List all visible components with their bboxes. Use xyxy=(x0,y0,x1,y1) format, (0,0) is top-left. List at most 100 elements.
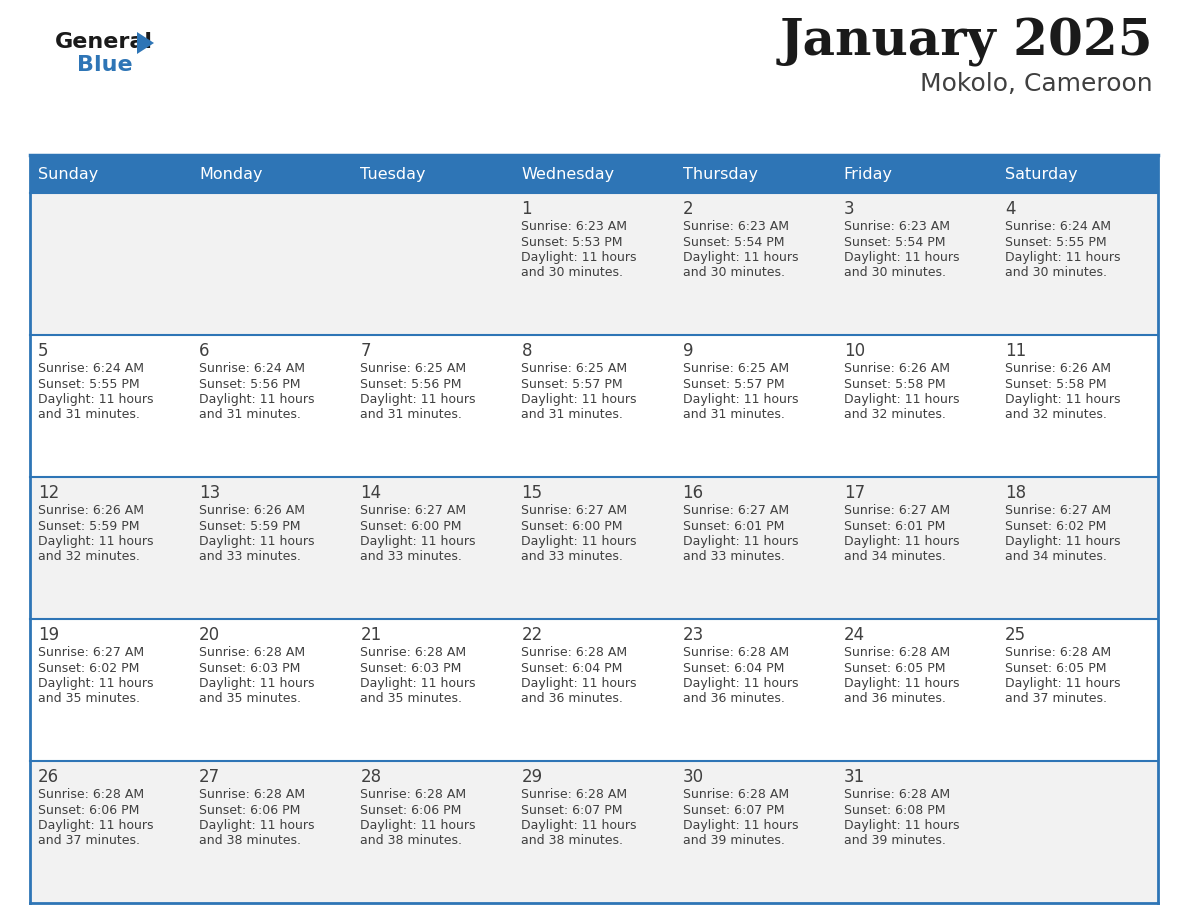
Text: Sunset: 6:01 PM: Sunset: 6:01 PM xyxy=(843,520,946,532)
Text: 11: 11 xyxy=(1005,342,1026,360)
Text: Sunrise: 6:28 AM: Sunrise: 6:28 AM xyxy=(200,788,305,801)
Text: Daylight: 11 hours: Daylight: 11 hours xyxy=(522,535,637,548)
Text: 20: 20 xyxy=(200,626,220,644)
Text: and 30 minutes.: and 30 minutes. xyxy=(522,266,624,279)
Text: Sunset: 5:56 PM: Sunset: 5:56 PM xyxy=(360,377,462,390)
Text: and 31 minutes.: and 31 minutes. xyxy=(200,409,301,421)
Text: Daylight: 11 hours: Daylight: 11 hours xyxy=(522,677,637,690)
Text: Daylight: 11 hours: Daylight: 11 hours xyxy=(683,393,798,406)
Text: and 35 minutes.: and 35 minutes. xyxy=(38,692,140,706)
Bar xyxy=(30,477,1158,619)
Text: Sunset: 5:53 PM: Sunset: 5:53 PM xyxy=(522,236,623,249)
Text: Daylight: 11 hours: Daylight: 11 hours xyxy=(683,819,798,832)
Text: Sunrise: 6:28 AM: Sunrise: 6:28 AM xyxy=(843,788,950,801)
Text: and 33 minutes.: and 33 minutes. xyxy=(200,551,301,564)
Text: Sunset: 6:02 PM: Sunset: 6:02 PM xyxy=(1005,520,1106,532)
Text: Daylight: 11 hours: Daylight: 11 hours xyxy=(38,819,153,832)
Text: Daylight: 11 hours: Daylight: 11 hours xyxy=(843,393,959,406)
Text: 3: 3 xyxy=(843,200,854,218)
Text: Daylight: 11 hours: Daylight: 11 hours xyxy=(38,677,153,690)
Text: Daylight: 11 hours: Daylight: 11 hours xyxy=(522,819,637,832)
Text: Tuesday: Tuesday xyxy=(360,166,425,182)
Text: Sunrise: 6:23 AM: Sunrise: 6:23 AM xyxy=(843,220,949,233)
Text: Sunrise: 6:27 AM: Sunrise: 6:27 AM xyxy=(683,504,789,517)
Text: 28: 28 xyxy=(360,768,381,786)
Text: and 37 minutes.: and 37 minutes. xyxy=(38,834,140,847)
Text: Daylight: 11 hours: Daylight: 11 hours xyxy=(1005,677,1120,690)
Text: and 32 minutes.: and 32 minutes. xyxy=(38,551,140,564)
Text: and 31 minutes.: and 31 minutes. xyxy=(38,409,140,421)
Text: Thursday: Thursday xyxy=(683,166,758,182)
Text: Sunset: 5:54 PM: Sunset: 5:54 PM xyxy=(843,236,946,249)
Text: and 38 minutes.: and 38 minutes. xyxy=(360,834,462,847)
Bar xyxy=(30,619,1158,761)
Text: Sunset: 6:06 PM: Sunset: 6:06 PM xyxy=(38,803,139,816)
Text: Daylight: 11 hours: Daylight: 11 hours xyxy=(360,819,475,832)
Text: Daylight: 11 hours: Daylight: 11 hours xyxy=(360,677,475,690)
Text: Sunrise: 6:27 AM: Sunrise: 6:27 AM xyxy=(38,646,144,659)
Text: and 39 minutes.: and 39 minutes. xyxy=(683,834,784,847)
Polygon shape xyxy=(137,32,154,54)
Text: Daylight: 11 hours: Daylight: 11 hours xyxy=(843,535,959,548)
Text: 16: 16 xyxy=(683,484,703,502)
Text: 18: 18 xyxy=(1005,484,1026,502)
Text: Daylight: 11 hours: Daylight: 11 hours xyxy=(38,535,153,548)
Text: 24: 24 xyxy=(843,626,865,644)
Bar xyxy=(30,761,1158,903)
Bar xyxy=(30,335,1158,477)
Text: Sunset: 5:55 PM: Sunset: 5:55 PM xyxy=(1005,236,1106,249)
Text: and 33 minutes.: and 33 minutes. xyxy=(683,551,784,564)
Text: and 32 minutes.: and 32 minutes. xyxy=(843,409,946,421)
Text: Daylight: 11 hours: Daylight: 11 hours xyxy=(843,819,959,832)
Text: and 30 minutes.: and 30 minutes. xyxy=(683,266,784,279)
Text: Sunrise: 6:25 AM: Sunrise: 6:25 AM xyxy=(522,362,627,375)
Text: and 39 minutes.: and 39 minutes. xyxy=(843,834,946,847)
Text: and 30 minutes.: and 30 minutes. xyxy=(843,266,946,279)
Text: Sunset: 6:06 PM: Sunset: 6:06 PM xyxy=(200,803,301,816)
Text: Daylight: 11 hours: Daylight: 11 hours xyxy=(843,677,959,690)
Text: Sunrise: 6:28 AM: Sunrise: 6:28 AM xyxy=(38,788,144,801)
Text: Daylight: 11 hours: Daylight: 11 hours xyxy=(1005,251,1120,264)
Text: 22: 22 xyxy=(522,626,543,644)
Text: Sunrise: 6:26 AM: Sunrise: 6:26 AM xyxy=(38,504,144,517)
Text: Daylight: 11 hours: Daylight: 11 hours xyxy=(683,677,798,690)
Bar xyxy=(30,193,1158,335)
Text: 10: 10 xyxy=(843,342,865,360)
Text: Sunrise: 6:28 AM: Sunrise: 6:28 AM xyxy=(683,646,789,659)
Text: Daylight: 11 hours: Daylight: 11 hours xyxy=(1005,393,1120,406)
Text: and 32 minutes.: and 32 minutes. xyxy=(1005,409,1107,421)
Text: Sunrise: 6:28 AM: Sunrise: 6:28 AM xyxy=(200,646,305,659)
Text: Sunrise: 6:28 AM: Sunrise: 6:28 AM xyxy=(683,788,789,801)
Text: January 2025: January 2025 xyxy=(779,18,1154,67)
Text: and 34 minutes.: and 34 minutes. xyxy=(1005,551,1107,564)
Text: Friday: Friday xyxy=(843,166,892,182)
Text: Sunset: 5:58 PM: Sunset: 5:58 PM xyxy=(1005,377,1106,390)
Text: 4: 4 xyxy=(1005,200,1016,218)
Text: 25: 25 xyxy=(1005,626,1026,644)
Text: 21: 21 xyxy=(360,626,381,644)
Text: Daylight: 11 hours: Daylight: 11 hours xyxy=(522,251,637,264)
Text: 15: 15 xyxy=(522,484,543,502)
Text: Daylight: 11 hours: Daylight: 11 hours xyxy=(200,819,315,832)
Text: Sunset: 6:01 PM: Sunset: 6:01 PM xyxy=(683,520,784,532)
Text: and 35 minutes.: and 35 minutes. xyxy=(360,692,462,706)
Text: 12: 12 xyxy=(38,484,59,502)
Text: and 37 minutes.: and 37 minutes. xyxy=(1005,692,1107,706)
Text: and 38 minutes.: and 38 minutes. xyxy=(200,834,301,847)
Text: 14: 14 xyxy=(360,484,381,502)
Text: Sunset: 6:00 PM: Sunset: 6:00 PM xyxy=(360,520,462,532)
Text: Sunrise: 6:26 AM: Sunrise: 6:26 AM xyxy=(1005,362,1111,375)
Text: Sunset: 5:56 PM: Sunset: 5:56 PM xyxy=(200,377,301,390)
Text: 13: 13 xyxy=(200,484,221,502)
Text: Blue: Blue xyxy=(77,55,133,75)
Text: Sunset: 6:04 PM: Sunset: 6:04 PM xyxy=(683,662,784,675)
Text: 2: 2 xyxy=(683,200,693,218)
Text: 5: 5 xyxy=(38,342,49,360)
Text: General: General xyxy=(55,32,153,52)
Text: Sunrise: 6:28 AM: Sunrise: 6:28 AM xyxy=(360,646,467,659)
Text: Daylight: 11 hours: Daylight: 11 hours xyxy=(200,677,315,690)
Text: 31: 31 xyxy=(843,768,865,786)
Text: 19: 19 xyxy=(38,626,59,644)
Text: Daylight: 11 hours: Daylight: 11 hours xyxy=(200,393,315,406)
Text: Sunrise: 6:27 AM: Sunrise: 6:27 AM xyxy=(360,504,467,517)
